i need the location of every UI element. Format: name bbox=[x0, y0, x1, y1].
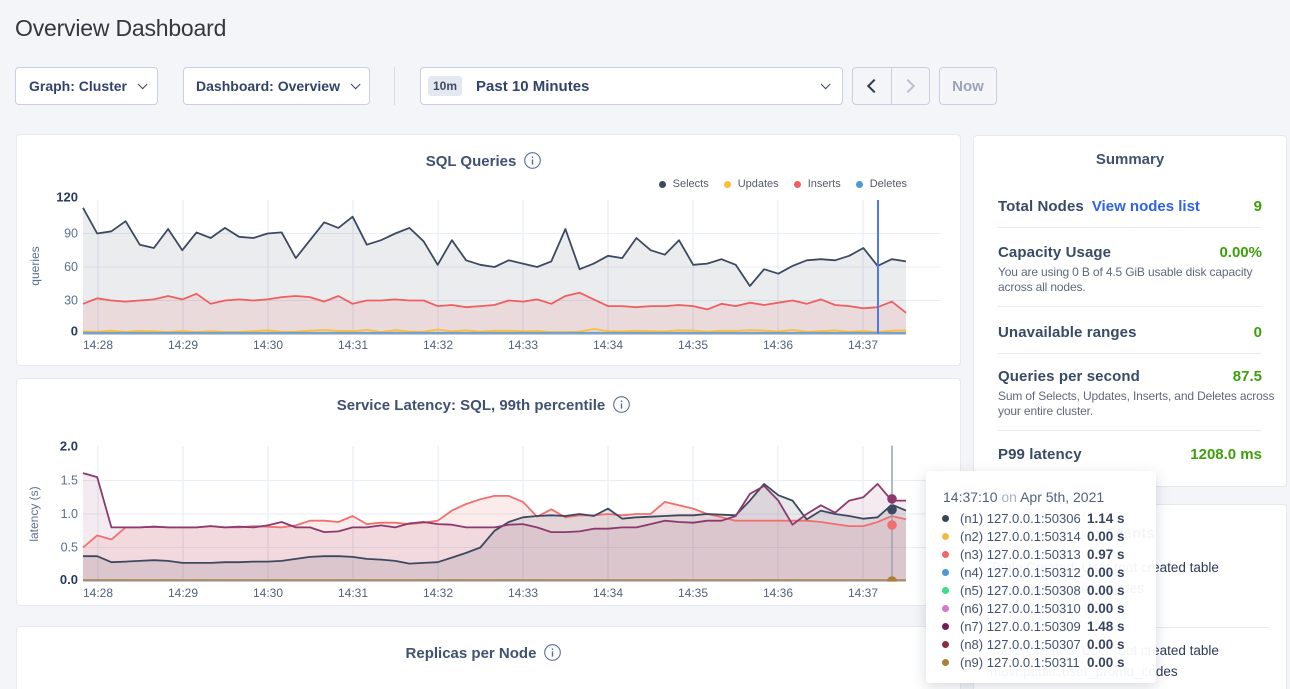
svg-text:14:37: 14:37 bbox=[848, 586, 878, 600]
svg-text:14:30: 14:30 bbox=[253, 586, 283, 600]
svg-text:0.5: 0.5 bbox=[61, 541, 78, 555]
svg-text:30: 30 bbox=[64, 294, 78, 308]
svg-text:14:36: 14:36 bbox=[763, 338, 793, 352]
svg-text:14:37: 14:37 bbox=[848, 338, 878, 352]
svg-text:60: 60 bbox=[64, 260, 78, 274]
svg-text:14:33: 14:33 bbox=[508, 586, 538, 600]
svg-text:120: 120 bbox=[56, 190, 78, 205]
svg-text:1.5: 1.5 bbox=[61, 474, 78, 488]
svg-text:14:32: 14:32 bbox=[423, 586, 453, 600]
svg-text:14:34: 14:34 bbox=[593, 586, 623, 600]
svg-text:14:29: 14:29 bbox=[168, 586, 198, 600]
svg-text:queries: queries bbox=[28, 246, 42, 285]
svg-text:14:35: 14:35 bbox=[678, 586, 708, 600]
svg-text:14:28: 14:28 bbox=[83, 338, 113, 352]
svg-text:1.0: 1.0 bbox=[61, 507, 78, 521]
svg-text:90: 90 bbox=[64, 227, 78, 241]
svg-text:14:34: 14:34 bbox=[593, 338, 623, 352]
svg-text:latency (s): latency (s) bbox=[27, 486, 41, 541]
svg-text:14:30: 14:30 bbox=[253, 338, 283, 352]
svg-text:14:28: 14:28 bbox=[83, 586, 113, 600]
svg-text:14:35: 14:35 bbox=[678, 338, 708, 352]
svg-text:14:31: 14:31 bbox=[338, 586, 368, 600]
svg-text:0: 0 bbox=[71, 324, 78, 339]
svg-text:14:29: 14:29 bbox=[168, 338, 198, 352]
svg-text:14:33: 14:33 bbox=[508, 338, 538, 352]
svg-text:14:31: 14:31 bbox=[338, 338, 368, 352]
svg-text:14:32: 14:32 bbox=[423, 338, 453, 352]
svg-text:2.0: 2.0 bbox=[60, 439, 78, 454]
svg-text:14:36: 14:36 bbox=[763, 586, 793, 600]
svg-text:0.0: 0.0 bbox=[60, 572, 78, 587]
